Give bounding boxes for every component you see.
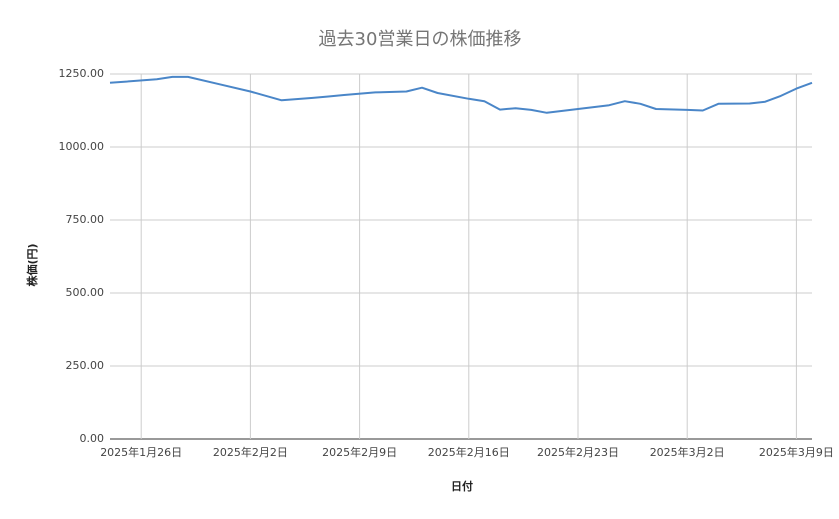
data-line bbox=[109, 75, 813, 114]
x-axis-title: 日付 bbox=[451, 479, 473, 493]
y-tick-label: 1250.00 bbox=[59, 67, 105, 80]
y-tick-label: 0.00 bbox=[80, 432, 105, 445]
y-tick-label: 500.00 bbox=[66, 286, 105, 299]
x-tick-label: 2025年3月9日 bbox=[759, 445, 834, 459]
y-tick-label: 750.00 bbox=[66, 213, 105, 226]
y-tick-label: 250.00 bbox=[66, 359, 105, 372]
x-tick-label: 2025年1月26日 bbox=[100, 445, 182, 459]
y-tick-label: 1000.00 bbox=[59, 140, 105, 153]
x-tick-label: 2025年2月16日 bbox=[428, 445, 510, 459]
y-axis-title: 株価(円) bbox=[25, 243, 39, 286]
x-tick-label: 2025年2月2日 bbox=[213, 445, 288, 459]
chart-title: 過去30営業日の株価推移 bbox=[319, 29, 522, 50]
x-tick-label: 2025年2月23日 bbox=[537, 445, 619, 459]
x-tick-label: 2025年3月2日 bbox=[650, 445, 725, 459]
x-tick-label: 2025年2月9日 bbox=[322, 445, 397, 459]
